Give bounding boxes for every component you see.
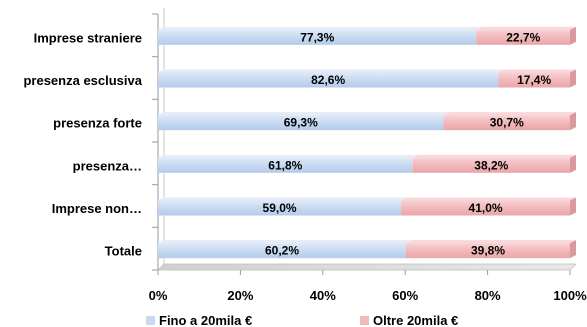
bar-segment-oltre-20mila: 30,7% [443, 112, 576, 131]
bar [158, 157, 413, 173]
bar-top-face [158, 154, 419, 158]
bar [158, 29, 477, 45]
bar [158, 243, 407, 259]
bar-segment-fino-20mila: 82,6% [158, 69, 505, 88]
data-label: 77,3% [300, 30, 334, 44]
category-labels: Imprese straniere presenza esclusiva prese… [23, 30, 142, 258]
bar-side-face [570, 112, 576, 131]
bar-side-face [570, 240, 576, 259]
bar-top-face [406, 240, 576, 244]
bar-side-face [570, 154, 576, 173]
category-label: presenza esclusiva [23, 73, 142, 88]
bar [412, 157, 570, 173]
legend: Fino a 20mila € Oltre 20mila € [146, 313, 458, 327]
bar-top-face [476, 26, 576, 30]
bar [401, 200, 570, 216]
x-tick-label: 60% [392, 288, 418, 303]
bar-segment-fino-20mila: 61,8% [158, 154, 419, 173]
bar-side-face [570, 26, 576, 45]
bar-side-face [570, 197, 576, 216]
bar-segment-fino-20mila: 77,3% [158, 26, 483, 45]
data-label: 17,4% [517, 73, 551, 87]
bars-group: 77,3% 22,7% 82,6% 17,4% 69,3% 30,7% 61,8% 38,2%… [158, 26, 576, 259]
category-label: presenza… [73, 158, 142, 173]
legend-label: Fino a 20mila € [159, 313, 252, 327]
bar [443, 115, 570, 131]
legend-swatch [146, 316, 155, 325]
bar-top-face [158, 26, 483, 30]
plot-frame [152, 8, 577, 275]
bar [158, 200, 402, 216]
bar-segment-oltre-20mila: 39,8% [406, 240, 576, 259]
bar [406, 243, 570, 259]
category-label: presenza forte [53, 116, 142, 131]
x-tick-label: 80% [475, 288, 501, 303]
bar-segment-fino-20mila: 60,2% [158, 240, 413, 259]
bar [158, 115, 444, 131]
legend-swatch [360, 316, 369, 325]
data-label: 22,7% [506, 30, 540, 44]
bar-side-face [570, 69, 576, 88]
bar-segment-fino-20mila: 69,3% [158, 112, 450, 131]
bar [158, 72, 499, 88]
data-label: 41,0% [469, 201, 503, 215]
x-tick-label: 20% [227, 288, 253, 303]
category-label: Imprese straniere [34, 30, 142, 45]
x-tick-label: 100% [553, 288, 587, 303]
bar-top-face [158, 240, 413, 244]
bar-segment-oltre-20mila: 41,0% [401, 197, 576, 216]
category-label: Totale [105, 244, 142, 259]
bar-segment-oltre-20mila: 38,2% [412, 154, 576, 173]
data-label: 30,7% [490, 116, 524, 130]
bar-top-face [158, 112, 450, 116]
category-label: Imprese non… [52, 201, 142, 216]
bar-segment-fino-20mila: 59,0% [158, 197, 408, 216]
bar-top-face [158, 69, 505, 73]
x-tick-label: 40% [310, 288, 336, 303]
legend-item-fino-20mila: Fino a 20mila € [146, 313, 252, 327]
legend-item-oltre-20mila: Oltre 20mila € [360, 313, 458, 327]
bar-segment-oltre-20mila: 17,4% [498, 69, 576, 88]
x-tick-label: 0% [149, 288, 168, 303]
bar-top-face [401, 197, 576, 201]
bar-top-face [443, 112, 576, 116]
data-label: 61,8% [268, 158, 302, 172]
bar [498, 72, 570, 88]
data-label: 59,0% [263, 201, 297, 215]
bar [476, 29, 570, 45]
data-label: 60,2% [265, 244, 299, 258]
data-label: 69,3% [284, 116, 318, 130]
data-label: 39,8% [471, 244, 505, 258]
bar-top-face [158, 197, 408, 201]
data-label: 38,2% [474, 158, 508, 172]
x-tick-labels: 0% 20% 40% 60% 80% 100% [149, 288, 587, 303]
bar-top-face [498, 69, 576, 73]
bar-top-face [412, 154, 576, 158]
legend-label: Oltre 20mila € [373, 313, 458, 327]
data-label: 82,6% [311, 73, 345, 87]
bar-segment-oltre-20mila: 22,7% [476, 26, 576, 45]
plot-floor [157, 263, 577, 271]
